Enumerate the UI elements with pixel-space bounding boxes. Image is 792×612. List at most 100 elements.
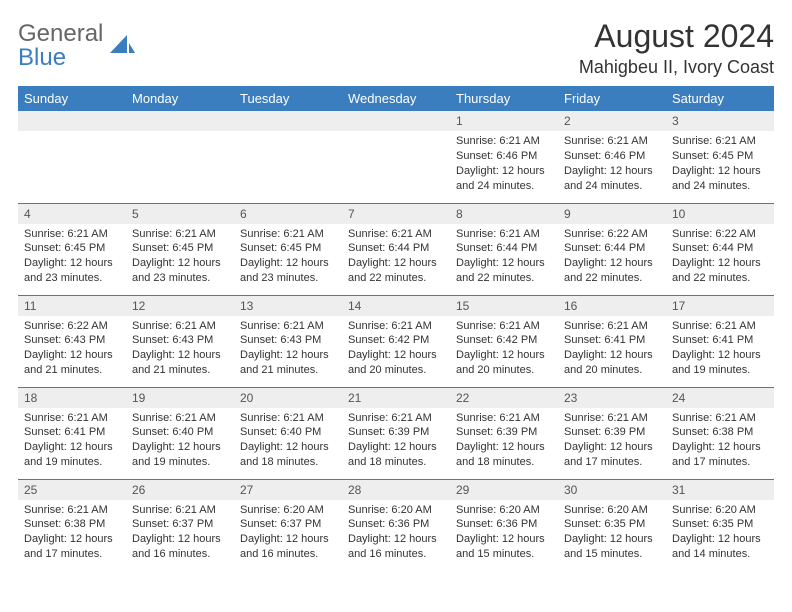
day-detail-line: Sunrise: 6:21 AM [672, 411, 768, 426]
day-detail-line: Daylight: 12 hours [456, 256, 552, 271]
weekday-header: Wednesday [342, 86, 450, 111]
day-number: 5 [126, 204, 234, 224]
day-detail-line: Sunrise: 6:21 AM [564, 134, 660, 149]
day-detail-line: Sunrise: 6:21 AM [564, 319, 660, 334]
day-detail-line: and 23 minutes. [240, 271, 336, 286]
day-number: 24 [666, 388, 774, 408]
weekday-header: Saturday [666, 86, 774, 111]
day-detail-line: Sunset: 6:39 PM [348, 425, 444, 440]
day-details: Sunrise: 6:21 AMSunset: 6:44 PMDaylight:… [342, 224, 450, 292]
day-number: 20 [234, 388, 342, 408]
day-detail-line: Sunrise: 6:21 AM [132, 227, 228, 242]
day-detail-line: Sunset: 6:41 PM [672, 333, 768, 348]
calendar-day-cell: 5Sunrise: 6:21 AMSunset: 6:45 PMDaylight… [126, 203, 234, 295]
weekday-header: Monday [126, 86, 234, 111]
day-detail-line: and 18 minutes. [456, 455, 552, 470]
calendar-day-cell: 11Sunrise: 6:22 AMSunset: 6:43 PMDayligh… [18, 295, 126, 387]
day-detail-line: Sunset: 6:41 PM [564, 333, 660, 348]
calendar-day-cell: 14Sunrise: 6:21 AMSunset: 6:42 PMDayligh… [342, 295, 450, 387]
day-detail-line: Daylight: 12 hours [672, 256, 768, 271]
day-detail-line: Daylight: 12 hours [240, 256, 336, 271]
day-number [126, 111, 234, 131]
day-details: Sunrise: 6:21 AMSunset: 6:42 PMDaylight:… [450, 316, 558, 384]
weekday-header: Thursday [450, 86, 558, 111]
day-detail-line: and 21 minutes. [24, 363, 120, 378]
day-details: Sunrise: 6:20 AMSunset: 6:37 PMDaylight:… [234, 500, 342, 568]
day-detail-line: Sunset: 6:35 PM [672, 517, 768, 532]
calendar-day-cell [126, 111, 234, 203]
day-number [18, 111, 126, 131]
day-detail-line: and 20 minutes. [456, 363, 552, 378]
day-number: 25 [18, 480, 126, 500]
day-number: 17 [666, 296, 774, 316]
calendar-week-row: 1Sunrise: 6:21 AMSunset: 6:46 PMDaylight… [18, 111, 774, 203]
day-detail-line: Sunrise: 6:22 AM [564, 227, 660, 242]
day-detail-line: and 17 minutes. [672, 455, 768, 470]
calendar-day-cell: 1Sunrise: 6:21 AMSunset: 6:46 PMDaylight… [450, 111, 558, 203]
day-number: 7 [342, 204, 450, 224]
day-detail-line: Sunrise: 6:21 AM [348, 411, 444, 426]
day-detail-line: and 24 minutes. [564, 179, 660, 194]
day-detail-line: Sunrise: 6:20 AM [348, 503, 444, 518]
day-detail-line: and 20 minutes. [564, 363, 660, 378]
day-detail-line: Daylight: 12 hours [456, 532, 552, 547]
day-details [18, 131, 126, 191]
calendar-header-row: SundayMondayTuesdayWednesdayThursdayFrid… [18, 86, 774, 111]
day-details: Sunrise: 6:22 AMSunset: 6:43 PMDaylight:… [18, 316, 126, 384]
day-detail-line: Daylight: 12 hours [456, 348, 552, 363]
day-details: Sunrise: 6:21 AMSunset: 6:41 PMDaylight:… [18, 408, 126, 476]
day-details: Sunrise: 6:20 AMSunset: 6:36 PMDaylight:… [450, 500, 558, 568]
day-detail-line: Sunset: 6:40 PM [132, 425, 228, 440]
day-number: 9 [558, 204, 666, 224]
day-details: Sunrise: 6:20 AMSunset: 6:35 PMDaylight:… [558, 500, 666, 568]
day-details: Sunrise: 6:21 AMSunset: 6:39 PMDaylight:… [450, 408, 558, 476]
day-detail-line: and 19 minutes. [672, 363, 768, 378]
day-detail-line: and 17 minutes. [564, 455, 660, 470]
day-number: 8 [450, 204, 558, 224]
calendar-day-cell: 2Sunrise: 6:21 AMSunset: 6:46 PMDaylight… [558, 111, 666, 203]
day-detail-line: and 24 minutes. [672, 179, 768, 194]
day-detail-line: Sunrise: 6:22 AM [672, 227, 768, 242]
day-detail-line: Sunset: 6:43 PM [132, 333, 228, 348]
day-detail-line: Daylight: 12 hours [132, 440, 228, 455]
day-details: Sunrise: 6:20 AMSunset: 6:35 PMDaylight:… [666, 500, 774, 568]
calendar-day-cell: 8Sunrise: 6:21 AMSunset: 6:44 PMDaylight… [450, 203, 558, 295]
day-detail-line: Sunset: 6:44 PM [672, 241, 768, 256]
day-detail-line: Sunset: 6:44 PM [348, 241, 444, 256]
day-detail-line: Sunset: 6:42 PM [456, 333, 552, 348]
calendar-day-cell: 29Sunrise: 6:20 AMSunset: 6:36 PMDayligh… [450, 479, 558, 571]
day-detail-line: Daylight: 12 hours [24, 532, 120, 547]
day-detail-line: Sunrise: 6:21 AM [24, 227, 120, 242]
day-detail-line: Daylight: 12 hours [564, 164, 660, 179]
day-details: Sunrise: 6:21 AMSunset: 6:45 PMDaylight:… [234, 224, 342, 292]
day-details [234, 131, 342, 191]
calendar-day-cell [342, 111, 450, 203]
calendar-day-cell: 9Sunrise: 6:22 AMSunset: 6:44 PMDaylight… [558, 203, 666, 295]
day-detail-line: Sunset: 6:45 PM [672, 149, 768, 164]
calendar-week-row: 11Sunrise: 6:22 AMSunset: 6:43 PMDayligh… [18, 295, 774, 387]
day-details: Sunrise: 6:21 AMSunset: 6:45 PMDaylight:… [18, 224, 126, 292]
day-detail-line: Sunset: 6:36 PM [348, 517, 444, 532]
day-number: 23 [558, 388, 666, 408]
day-detail-line: Daylight: 12 hours [672, 532, 768, 547]
day-number: 16 [558, 296, 666, 316]
day-detail-line: Daylight: 12 hours [348, 532, 444, 547]
calendar-day-cell: 25Sunrise: 6:21 AMSunset: 6:38 PMDayligh… [18, 479, 126, 571]
day-details: Sunrise: 6:21 AMSunset: 6:42 PMDaylight:… [342, 316, 450, 384]
day-detail-line: Sunset: 6:38 PM [24, 517, 120, 532]
day-detail-line: Sunset: 6:36 PM [456, 517, 552, 532]
day-detail-line: Daylight: 12 hours [24, 440, 120, 455]
calendar-day-cell: 19Sunrise: 6:21 AMSunset: 6:40 PMDayligh… [126, 387, 234, 479]
day-detail-line: Sunset: 6:38 PM [672, 425, 768, 440]
calendar-day-cell: 31Sunrise: 6:20 AMSunset: 6:35 PMDayligh… [666, 479, 774, 571]
day-detail-line: and 15 minutes. [456, 547, 552, 562]
calendar-week-row: 25Sunrise: 6:21 AMSunset: 6:38 PMDayligh… [18, 479, 774, 571]
day-detail-line: and 18 minutes. [348, 455, 444, 470]
day-detail-line: and 22 minutes. [348, 271, 444, 286]
day-detail-line: Sunrise: 6:21 AM [564, 411, 660, 426]
day-detail-line: Sunrise: 6:20 AM [240, 503, 336, 518]
day-details: Sunrise: 6:21 AMSunset: 6:41 PMDaylight:… [666, 316, 774, 384]
day-details: Sunrise: 6:21 AMSunset: 6:45 PMDaylight:… [666, 131, 774, 199]
day-detail-line: Daylight: 12 hours [456, 440, 552, 455]
calendar-day-cell: 16Sunrise: 6:21 AMSunset: 6:41 PMDayligh… [558, 295, 666, 387]
